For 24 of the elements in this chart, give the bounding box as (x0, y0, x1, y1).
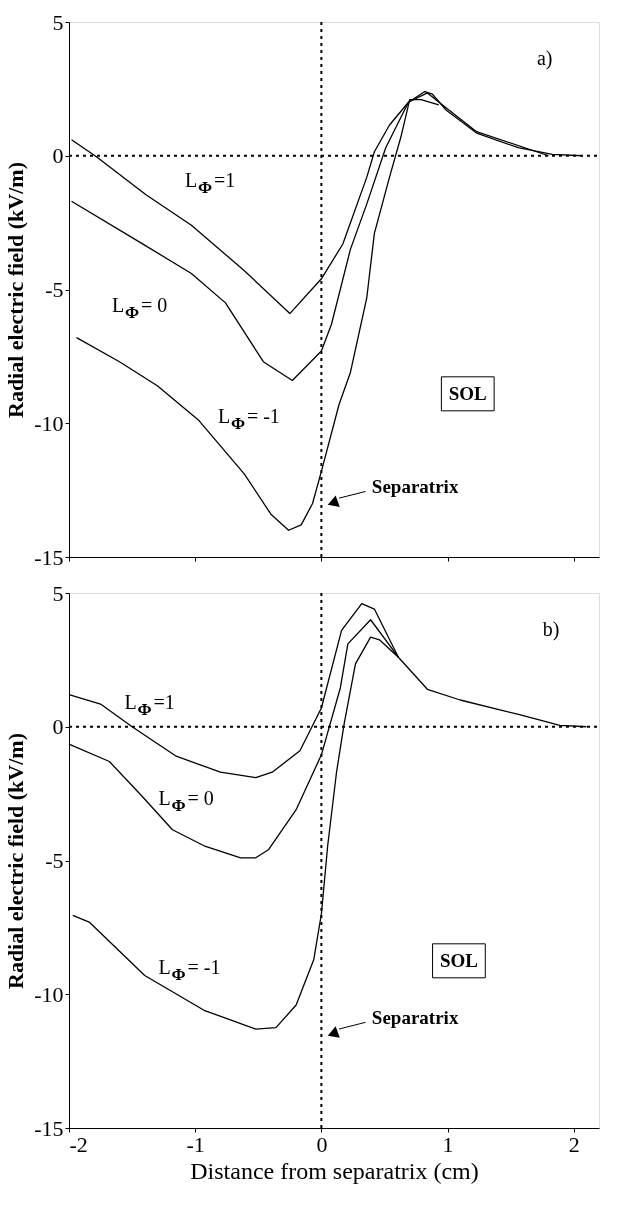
y-axis-title: Radial electric field (kV/m) (3, 733, 29, 989)
annotation: SOL (448, 382, 487, 404)
x-tick-label: 0 (316, 1131, 328, 1157)
x-tick-label: 2 (568, 1131, 580, 1157)
y-tick-label: -5 (45, 277, 64, 302)
y-tick-label: -10 (34, 410, 64, 436)
x-tick-label: -1 (186, 1131, 205, 1157)
x-tick-label: 1 (442, 1131, 454, 1157)
y-tick-label: 5 (52, 9, 64, 35)
y-tick-label: 5 (52, 580, 64, 606)
annotation: b) (542, 618, 560, 642)
ref-line-label: Separatrix (371, 1007, 459, 1029)
annotation: a) (536, 47, 553, 71)
y-tick-label: -15 (34, 544, 64, 570)
y-tick-label: -10 (34, 981, 64, 1007)
annotation: SOL (439, 949, 478, 971)
y-tick-label: 0 (52, 143, 64, 169)
y-tick-label: 0 (52, 714, 64, 740)
x-tick-label: -2 (69, 1131, 88, 1157)
y-tick-label: -15 (34, 1115, 64, 1141)
y-axis-title: Radial electric field (kV/m) (3, 162, 29, 418)
ref-line-label: Separatrix (371, 476, 459, 498)
x-axis-title: Distance from separatrix (cm) (190, 1157, 479, 1184)
y-tick-label: -5 (45, 848, 64, 873)
